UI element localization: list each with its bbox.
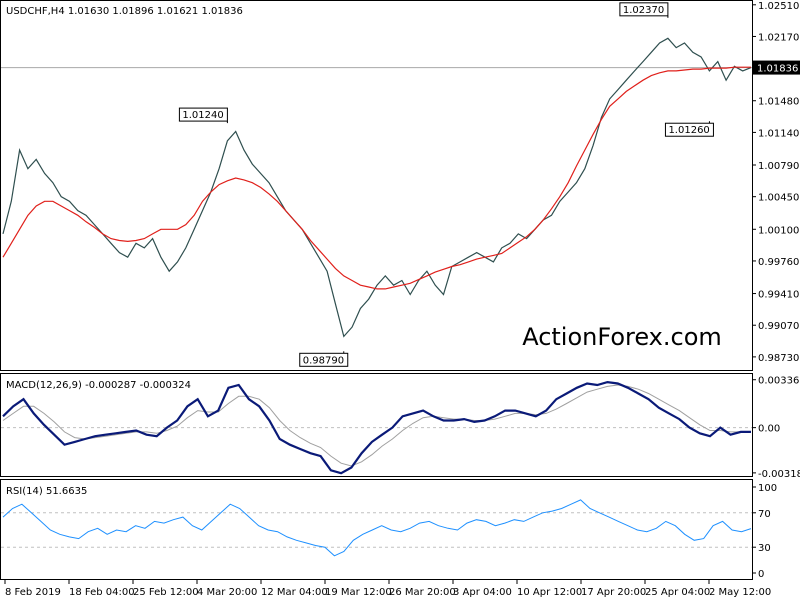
price-tick-label: 0.99760 (758, 257, 799, 268)
watermark-text: ActionForex.com (522, 323, 722, 351)
price-tick-label: 1.00790 (758, 161, 799, 172)
macd-layer (2, 380, 751, 475)
price-panel-frame (0, 0, 753, 371)
macd-tick-label: 0.00 (758, 424, 780, 435)
rsi-axis-ticks: 100 70 30 0 (752, 483, 777, 580)
macd-signal-line (2, 384, 751, 467)
rsi-tick-label: 0 (758, 569, 764, 580)
annotation-box (619, 2, 669, 17)
time-tick-label: 18 Feb 04:00 (69, 587, 135, 598)
macd-tick-label: 0.003368 (758, 376, 800, 387)
price-layer (2, 37, 752, 338)
rsi-tick-label: 100 (758, 483, 777, 494)
time-tick-label: 12 Mar 04:00 (261, 587, 328, 598)
price-tick-label: 1.01480 (758, 97, 799, 108)
annotation-box (178, 107, 228, 122)
time-tick-label: 26 Mar 20:00 (389, 587, 456, 598)
moving-average-line (2, 66, 751, 290)
rsi-line (2, 499, 752, 557)
annotation-box (299, 352, 349, 367)
rsi-layer (2, 499, 752, 557)
rsi-header: RSI(14) 51.6635 (6, 486, 87, 497)
price-tick-label: 1.02510 (758, 1, 799, 12)
rsi-tick-label: 30 (758, 543, 771, 554)
rsi-panel-frame (0, 479, 753, 580)
macd-panel-frame (0, 373, 753, 477)
price-tick-label: 1.00100 (758, 225, 799, 236)
price-header: USDCHF,H4 1.01630 1.01896 1.01621 1.0183… (6, 6, 243, 17)
time-tick-label: 4 Mar 20:00 (197, 587, 257, 598)
macd-header: MACD(12,26,9) -0.000287 -0.000324 (6, 380, 191, 391)
annotation-label: 1.01260 (668, 125, 709, 136)
time-tick-label: 10 Apr 12:00 (517, 587, 582, 598)
annotation-label: 1.01240 (182, 110, 223, 121)
macd-main-line (2, 380, 751, 475)
price-series-line (2, 37, 752, 338)
annotation-box (664, 122, 714, 137)
time-tick-label: 2 May 12:00 (709, 587, 771, 598)
price-tick-label: 1.02170 (758, 32, 799, 43)
rsi-tick-label: 70 (758, 509, 771, 520)
annotation-label: 0.98790 (303, 355, 344, 366)
price-tick-label: 0.99410 (758, 290, 799, 301)
time-tick-label: 8 Feb 2019 (5, 587, 61, 598)
price-tick-label: 0.98730 (758, 353, 799, 364)
price-tick-label: 1.01140 (758, 128, 799, 139)
time-tick-label: 17 Apr 20:00 (581, 587, 646, 598)
price-annotations: 1.01240 0.98790 1.02370 1.01260 (178, 2, 714, 367)
time-tick-label: 25 Feb 12:00 (133, 587, 199, 598)
rsi-gridlines (1, 512, 752, 548)
price-tick-label: 0.99070 (758, 321, 799, 332)
time-tick-label: 19 Mar 12:00 (325, 587, 392, 598)
current-price-badge (753, 60, 800, 75)
moving-average-layer (2, 66, 751, 290)
time-tick-label: 25 Apr 04:00 (645, 587, 710, 598)
price-tick-label: 1.00450 (758, 193, 799, 204)
price-axis-ticks: 1.02510 1.02170 1.01836 1.01480 1.01140 1.007… (752, 1, 800, 364)
time-tick-label: 3 Apr 04:00 (453, 587, 512, 598)
current-price-label: 1.01836 (757, 64, 798, 75)
annotation-label: 1.02370 (623, 5, 664, 16)
